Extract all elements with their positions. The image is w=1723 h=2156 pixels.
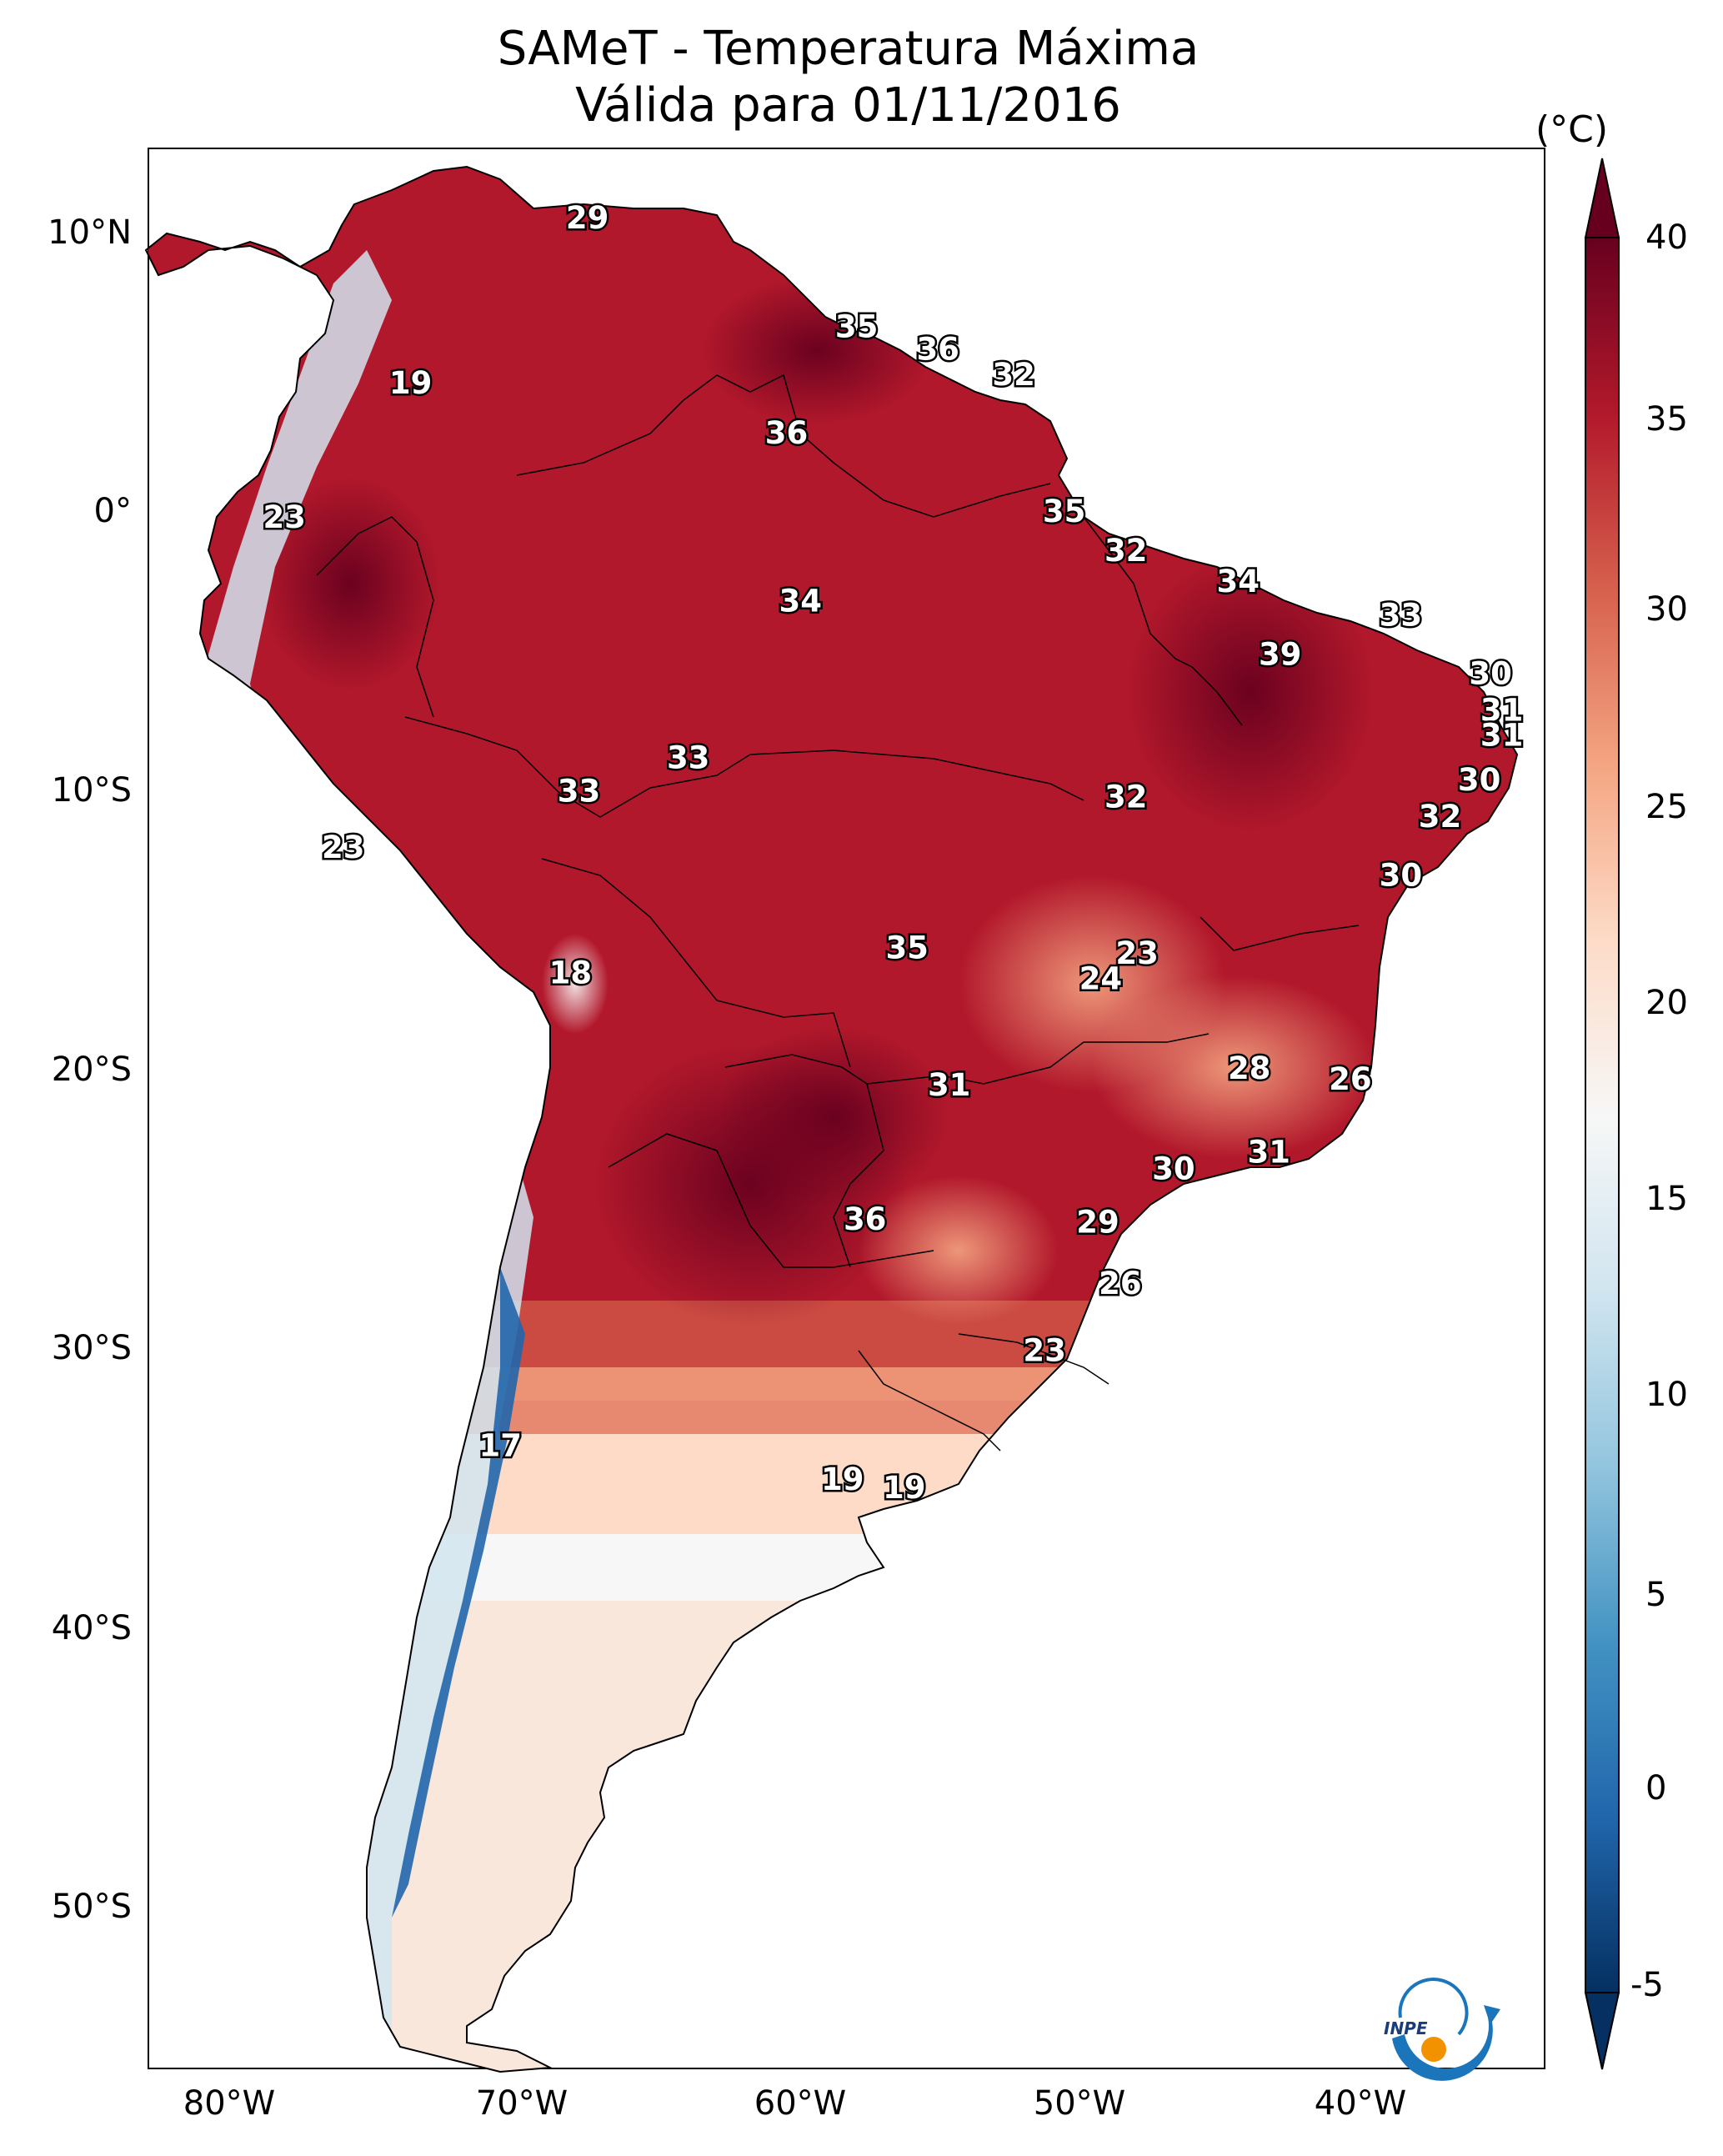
colorbar-tick-minus5: -5 (1630, 1966, 1664, 2004)
map-title-line2: Válida para 01/11/2016 (575, 78, 1121, 133)
station-label: 31 (1248, 1134, 1291, 1170)
station-label: 36 (916, 332, 959, 368)
colorbar-tick-40: 40 (1645, 218, 1688, 257)
logo-text: INPE (1384, 2018, 1428, 2038)
station-label: 36 (844, 1201, 887, 1237)
colorbar-top-arrow (1584, 158, 1620, 238)
colorbar-unit: (°C) (1535, 108, 1609, 151)
station-label: 26 (1329, 1061, 1372, 1097)
colorbar-tick-0: 0 (1645, 1769, 1667, 1808)
colorbar-tick-20: 20 (1645, 984, 1688, 1022)
station-label: 31 (1480, 692, 1524, 728)
station-label: 32 (1104, 533, 1148, 569)
station-label: 30 (1152, 1151, 1195, 1187)
station-label: 19 (389, 365, 433, 401)
station-label: 31 (928, 1067, 971, 1103)
station-label: 34 (779, 584, 823, 619)
station-label: 32 (992, 357, 1035, 393)
station-label: 39 (1259, 636, 1302, 672)
station-label: 23 (322, 830, 365, 865)
station-label: 28 (1228, 1050, 1271, 1086)
station-label: 33 (558, 774, 601, 810)
lon-tick-70w: 70°W (475, 2084, 568, 2123)
station-label: 19 (821, 1462, 864, 1497)
map-title-line1: SAMeT - Temperatura Máxima (497, 22, 1200, 76)
station-label: 23 (1023, 1333, 1066, 1369)
lat-tick-10n: 10°N (48, 213, 132, 252)
station-label: 31 (1480, 718, 1524, 754)
station-label: 33 (667, 740, 710, 775)
station-label: 17 (479, 1428, 523, 1464)
lat-tick-10s: 10°S (51, 771, 132, 810)
station-label: 23 (1115, 935, 1159, 971)
station-label: 30 (1458, 762, 1501, 798)
colorbar-tick-10: 10 (1645, 1376, 1688, 1414)
colorbar-bottom-arrow (1584, 1992, 1620, 2070)
station-label: 24 (1079, 960, 1123, 996)
station-label: 35 (885, 930, 929, 966)
station-label: 33 (1380, 597, 1423, 633)
lat-tick-50s: 50°S (51, 1888, 132, 1926)
colorbar-tick-5: 5 (1645, 1576, 1667, 1614)
political-borders (316, 374, 1360, 1452)
lat-tick-30s: 30°S (51, 1329, 132, 1367)
station-label: 29 (1076, 1204, 1119, 1240)
station-label: 29 (566, 200, 609, 236)
lat-tick-20s: 20°S (51, 1050, 132, 1089)
lon-tick-80w: 80°W (183, 2084, 276, 2123)
station-label: 23 (263, 499, 306, 535)
station-label: 34 (1217, 564, 1260, 599)
station-label: 35 (835, 309, 879, 345)
lon-tick-50w: 50°W (1033, 2084, 1126, 2123)
station-label: 35 (1043, 494, 1086, 529)
lat-tick-0: 0° (93, 492, 132, 530)
colorbar-tick-15: 15 (1645, 1180, 1688, 1218)
station-label: 30 (1380, 857, 1423, 893)
colorbar-tick-25: 25 (1645, 788, 1688, 826)
lat-tick-40s: 40°S (51, 1609, 132, 1647)
station-label: 26 (1099, 1266, 1142, 1301)
colorbar-tick-35: 35 (1645, 400, 1688, 439)
lon-tick-60w: 60°W (754, 2084, 847, 2123)
station-label: 18 (549, 955, 593, 991)
colorbar-tick-30: 30 (1645, 590, 1688, 629)
station-label: 32 (1104, 779, 1148, 815)
station-label: 36 (765, 415, 809, 451)
station-label: 19 (883, 1470, 926, 1506)
lon-tick-40w: 40°W (1314, 2084, 1407, 2123)
inpe-logo: INPE (1384, 1978, 1500, 2081)
colorbar (1584, 158, 1620, 2070)
colorbar-body (1585, 237, 1620, 1993)
station-label: 32 (1419, 799, 1462, 835)
station-label: 30 (1469, 656, 1512, 692)
